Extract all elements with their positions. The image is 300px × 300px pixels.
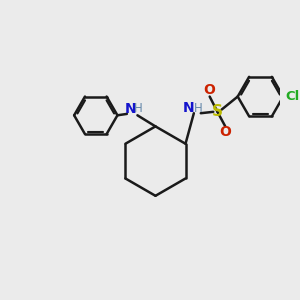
Text: Cl: Cl [286, 90, 300, 103]
Text: N: N [125, 102, 136, 116]
Text: S: S [212, 104, 223, 119]
Text: H: H [194, 102, 203, 115]
Text: O: O [219, 125, 231, 140]
Text: O: O [204, 83, 216, 98]
Text: N: N [183, 101, 195, 115]
Text: H: H [134, 102, 142, 116]
